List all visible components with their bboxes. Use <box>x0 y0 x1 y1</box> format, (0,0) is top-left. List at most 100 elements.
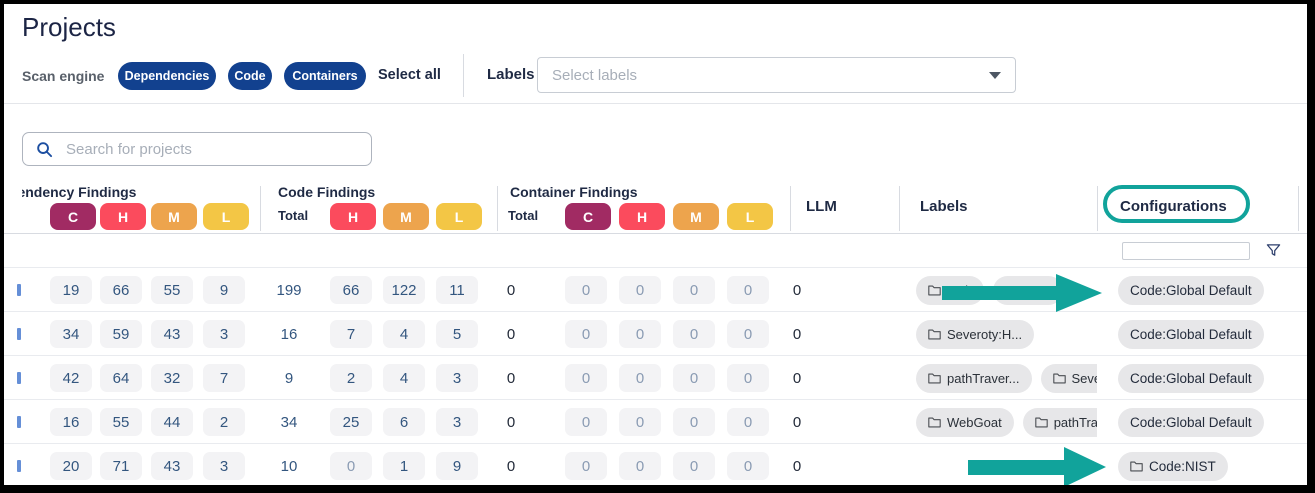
dep-medium-count: 43 <box>151 452 193 480</box>
table-row[interactable]: 19 66 55 9 199 66 122 11 0 0 0 0 0 0 pat… <box>4 268 1307 312</box>
container-critical-badge[interactable]: C <box>565 203 611 230</box>
code-high-count: 25 <box>330 408 372 436</box>
configurations-filter-input[interactable] <box>1122 242 1250 260</box>
column-divider <box>899 186 900 231</box>
engine-toggle-containers[interactable]: Containers <box>284 62 366 90</box>
code-total-count: 9 <box>284 369 294 387</box>
clipped-project-link[interactable] <box>17 460 21 472</box>
container-medium-badge[interactable]: M <box>673 203 719 230</box>
code-medium-count: 4 <box>383 320 425 348</box>
annotation-arrow-head <box>1056 274 1102 312</box>
clipped-project-link[interactable] <box>17 416 21 428</box>
folder-icon <box>928 285 941 296</box>
label-tag[interactable]: Severoty:H... <box>916 320 1035 349</box>
container-total-count: 0 <box>506 369 516 387</box>
dep-low-badge[interactable]: L <box>203 203 249 230</box>
table-row[interactable]: 42 64 32 7 9 2 4 3 0 0 0 0 0 0 pathTrave… <box>4 356 1307 400</box>
dep-high-count: 66 <box>100 276 142 304</box>
code-total-header: Total <box>278 208 309 223</box>
configurations-cell: Code:Global Default <box>1118 275 1264 306</box>
labels-column-header: Labels <box>920 198 968 215</box>
clipped-project-link[interactable] <box>17 328 21 340</box>
dep-medium-count: 32 <box>151 364 193 392</box>
llm-column-header: LLM <box>806 198 837 215</box>
container-high-count: 0 <box>619 364 661 392</box>
container-high-count: 0 <box>619 408 661 436</box>
search-icon <box>36 141 53 158</box>
container-low-badge[interactable]: L <box>727 203 773 230</box>
labels-select-dropdown[interactable]: Select labels <box>537 57 1016 93</box>
dep-high-badge[interactable]: H <box>100 203 146 230</box>
project-search[interactable] <box>22 132 372 166</box>
column-divider <box>260 186 261 231</box>
scan-engine-label: Scan engine <box>22 68 105 84</box>
engine-toggle-dependencies[interactable]: Dependencies <box>118 62 216 90</box>
configurations-cell: Code:NIST <box>1118 451 1228 482</box>
container-low-count: 0 <box>727 364 769 392</box>
dep-critical-badge[interactable]: C <box>50 203 96 230</box>
dep-medium-badge[interactable]: M <box>151 203 197 230</box>
dep-low-count: 3 <box>203 452 245 480</box>
code-medium-count: 6 <box>383 408 425 436</box>
clipped-project-link[interactable] <box>17 284 21 296</box>
code-high-badge[interactable]: H <box>330 203 376 230</box>
labels-filter-label: Labels <box>487 66 535 83</box>
code-medium-count: 1 <box>383 452 425 480</box>
configurations-cell: Code:Global Default <box>1118 363 1264 394</box>
code-total-count: 16 <box>280 325 298 343</box>
container-total-count: 0 <box>506 413 516 431</box>
container-medium-count: 0 <box>673 364 715 392</box>
container-high-badge[interactable]: H <box>619 203 665 230</box>
column-divider <box>1097 186 1098 231</box>
table-row[interactable]: 16 55 44 2 34 25 6 3 0 0 0 0 0 0 WebGoat… <box>4 400 1307 444</box>
dependency-total-header: Total <box>22 207 48 224</box>
folder-icon <box>1130 461 1143 472</box>
code-low-count: 5 <box>436 320 478 348</box>
labels-select-placeholder: Select labels <box>552 66 638 84</box>
code-medium-count: 4 <box>383 364 425 392</box>
label-tag[interactable]: WebGoat <box>916 408 1014 437</box>
container-critical-count: 0 <box>565 364 607 392</box>
label-tag[interactable]: pathTraver.. <box>1022 408 1097 437</box>
configuration-tag[interactable]: Code:Global Default <box>1118 364 1264 393</box>
table-row[interactable]: 20 71 43 3 10 0 1 9 0 0 0 0 0 0 Code:NIS… <box>4 444 1307 485</box>
container-low-count: 0 <box>727 276 769 304</box>
dep-critical-count: 16 <box>50 408 92 436</box>
code-low-count: 9 <box>436 452 478 480</box>
annotation-highlight-ring <box>1103 185 1250 223</box>
configuration-tag[interactable]: Code:NIST <box>1118 452 1228 481</box>
dep-critical-count: 34 <box>50 320 92 348</box>
divider <box>463 54 464 97</box>
label-tag[interactable]: Severoty <box>1040 364 1097 393</box>
select-all-link[interactable]: Select all <box>378 67 441 83</box>
code-medium-badge[interactable]: M <box>383 203 429 230</box>
table-row[interactable]: 34 59 43 3 16 7 4 5 0 0 0 0 0 0 Severoty… <box>4 312 1307 356</box>
container-high-count: 0 <box>619 276 661 304</box>
folder-icon <box>928 373 941 384</box>
search-input[interactable] <box>64 139 358 159</box>
container-total-count: 0 <box>506 325 516 343</box>
dep-medium-count: 55 <box>151 276 193 304</box>
label-tag[interactable]: pathTraver... <box>916 364 1032 393</box>
column-divider <box>790 186 791 231</box>
annotation-arrow-head <box>1064 447 1106 485</box>
code-medium-count: 122 <box>383 276 425 304</box>
configuration-tag[interactable]: Code:Global Default <box>1118 320 1264 349</box>
dep-medium-count: 43 <box>151 320 193 348</box>
container-low-count: 0 <box>727 320 769 348</box>
labels-cell: pathTraver... Severoty <box>916 363 1097 394</box>
configurations-cell: Code:Global Default <box>1118 319 1264 350</box>
clipped-project-link[interactable] <box>17 372 21 384</box>
configurations-column-header: Configurations <box>1120 198 1227 215</box>
column-divider <box>497 186 498 231</box>
engine-toggle-code[interactable]: Code <box>228 62 272 90</box>
code-total-count: 199 <box>276 281 302 299</box>
divider <box>4 233 1307 234</box>
configuration-tag[interactable]: Code:Global Default <box>1118 408 1264 437</box>
configuration-tag[interactable]: Code:Global Default <box>1118 276 1264 305</box>
column-divider <box>1298 186 1299 231</box>
code-low-badge[interactable]: L <box>436 203 482 230</box>
chevron-down-icon <box>989 71 1001 79</box>
filter-icon[interactable] <box>1266 243 1281 263</box>
